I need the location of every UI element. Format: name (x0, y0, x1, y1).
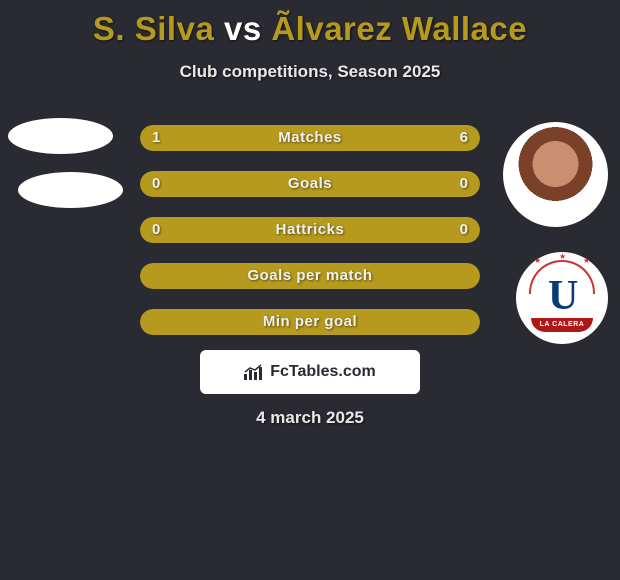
stat-row: Matches1 6 (140, 125, 480, 151)
player1-club-crest (18, 172, 123, 208)
club2-band-text: LA CALERA (531, 318, 593, 332)
stat-label: Min per goal (140, 309, 480, 335)
branding-badge[interactable]: FcTables.com (200, 350, 420, 394)
chart-icon (244, 364, 264, 380)
player1-avatar (8, 118, 113, 154)
stat-value-left: 0 (152, 171, 160, 197)
page-title: S. Silva vs Ãlvarez Wallace (0, 0, 620, 48)
subtitle: Club competitions, Season 2025 (0, 62, 620, 82)
stat-value-right: 0 (460, 217, 468, 243)
stat-row: Goals0 0 (140, 171, 480, 197)
stat-value-left: 0 (152, 217, 160, 243)
stat-value-right: 0 (460, 171, 468, 197)
branding-text: FcTables.com (270, 363, 376, 381)
stat-value-left: 1 (152, 125, 160, 151)
title-vs: vs (214, 10, 271, 47)
stat-row: Goals per match (140, 263, 480, 289)
stat-row: Min per goal (140, 309, 480, 335)
stats-panel: Matches16Goals00Hattricks00Goals per mat… (140, 125, 480, 355)
stat-value-right: 6 (460, 125, 468, 151)
stat-label: Hattricks (140, 217, 480, 243)
title-left: S. Silva (93, 10, 214, 47)
stat-label: Goals (140, 171, 480, 197)
stat-row: Hattricks0 0 (140, 217, 480, 243)
title-right: Ãlvarez Wallace (271, 10, 527, 47)
date-stamp: 4 march 2025 (0, 408, 620, 428)
player2-club-crest: ★ ★ ★ U LA CALERA (516, 252, 608, 344)
stat-label: Goals per match (140, 263, 480, 289)
player2-avatar (503, 122, 608, 227)
stat-label: Matches (140, 125, 480, 151)
